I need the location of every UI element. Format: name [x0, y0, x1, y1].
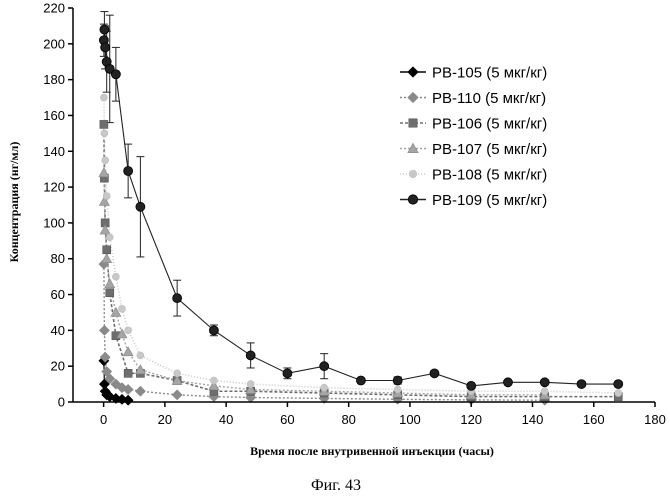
x-tick-label: 40: [219, 412, 233, 427]
series-6-point: [577, 380, 586, 389]
x-tick-label: 60: [280, 412, 294, 427]
series-4-point: [102, 254, 112, 263]
series-6-point: [100, 25, 109, 34]
series-6-point: [503, 378, 512, 387]
legend-swatch-marker: [409, 170, 416, 177]
legend-item-3: PB-106 (5 мкг/кг): [400, 116, 547, 133]
series-5-point: [102, 157, 109, 164]
legend-swatch-marker: [409, 119, 417, 127]
legend-item-1: PB-105 (5 мкг/кг): [400, 65, 547, 82]
series-6-point: [430, 369, 439, 378]
x-tick-label: 160: [583, 412, 605, 427]
y-tick-label: 40: [51, 323, 65, 338]
series-6-point: [173, 294, 182, 303]
series-5-point: [119, 305, 126, 312]
y-tick-label: 160: [43, 108, 65, 123]
legend-label: PB-107 (5 мкг/кг): [432, 141, 547, 158]
y-tick-label: 200: [43, 36, 65, 51]
series-6-point: [111, 70, 120, 79]
series-4-point: [123, 347, 133, 356]
legend-item-5: PB-108 (5 мкг/кг): [400, 167, 547, 184]
legend-label: PB-105 (5 мкг/кг): [432, 65, 547, 82]
series-5-point: [174, 370, 181, 377]
legend-item-4: PB-107 (5 мкг/кг): [400, 141, 547, 158]
legend: PB-105 (5 мкг/кг) PB-110 (5 мкг/кг) PB-106…: [400, 65, 547, 210]
series-5-point: [615, 390, 622, 397]
series-3-line: [104, 124, 618, 396]
axes: 0 20 40 60 80 100 120 140 160 180 200 220 0 20 40 60 80…: [43, 1, 666, 428]
series-5-point: [210, 377, 217, 384]
series-5-point: [125, 327, 132, 334]
series-6-point: [283, 369, 292, 378]
series-5-point: [100, 94, 107, 101]
x-tick-label: 120: [460, 412, 482, 427]
x-tick-label: 140: [522, 412, 544, 427]
y-tick-label: 220: [43, 1, 65, 16]
series-3-point: [124, 369, 132, 377]
y-tick-label: 140: [43, 144, 65, 159]
legend-swatch-marker: [408, 195, 417, 204]
pk-chart: 0 20 40 60 80 100 120 140 160 180 200 220 0 20 40 60 80…: [0, 0, 670, 500]
series-5-point: [112, 273, 119, 280]
series-6-point: [393, 376, 402, 385]
plot-markers: [99, 25, 623, 405]
series-5-point: [247, 381, 254, 388]
series-6-point: [246, 351, 255, 360]
series-6-point: [540, 378, 549, 387]
series-6-point: [467, 381, 476, 390]
x-tick-label: 80: [341, 412, 355, 427]
series-2-point: [172, 390, 182, 400]
series-4-point: [99, 168, 109, 177]
legend-swatch-marker: [408, 92, 418, 102]
series-5-point: [101, 130, 108, 137]
series-4-point: [105, 279, 115, 288]
series-5-point: [103, 193, 110, 200]
series-2-point: [135, 386, 145, 396]
x-tick-label: 20: [158, 412, 172, 427]
series-2-line: [104, 264, 545, 400]
x-tick-label: 0: [100, 412, 107, 427]
legend-label: PB-110 (5 мкг/кг): [432, 90, 546, 107]
y-tick-label: 120: [43, 180, 65, 195]
x-ticks: 0 20 40 60 80 100 120 140 160 180: [100, 402, 666, 427]
legend-item-2: PB-110 (5 мкг/кг): [400, 90, 546, 107]
legend-swatch-marker: [408, 67, 418, 77]
series-6-point: [209, 326, 218, 335]
legend-label: PB-109 (5 мкг/кг): [432, 192, 547, 209]
y-ticks: 0 20 40 60 80 100 120 140 160 180 200 220: [43, 1, 73, 410]
series-6-point: [614, 380, 623, 389]
series-6-point: [136, 202, 145, 211]
y-axis-title: Концентрация (нг/мл): [7, 142, 21, 263]
series-2-point: [99, 325, 109, 335]
figure-caption: Фиг. 43: [311, 477, 361, 494]
series-5-point: [541, 388, 548, 395]
series-3-point: [100, 120, 108, 128]
y-tick-label: 100: [43, 215, 65, 230]
legend-label: PB-108 (5 мкг/кг): [432, 167, 547, 184]
series-6-point: [356, 376, 365, 385]
series-6-point: [320, 362, 329, 371]
series-6-point: [101, 43, 110, 52]
series-5-point: [106, 234, 113, 241]
x-tick-label: 180: [644, 412, 666, 427]
y-tick-label: 0: [58, 395, 65, 410]
series-6-point: [124, 166, 133, 175]
series-5-point: [137, 352, 144, 359]
y-tick-label: 180: [43, 72, 65, 87]
series-5-point: [321, 384, 328, 391]
x-tick-label: 100: [399, 412, 421, 427]
series-3-point: [103, 246, 111, 254]
legend-label: PB-106 (5 мкг/кг): [432, 116, 547, 133]
x-axis-title: Время после внутривенной инъекции (часы): [250, 444, 494, 458]
series-3-point: [106, 289, 114, 297]
y-tick-label: 60: [51, 287, 65, 302]
y-tick-label: 20: [51, 359, 65, 374]
legend-item-6: PB-109 (5 мкг/кг): [400, 192, 547, 209]
series-5-point: [394, 386, 401, 393]
y-tick-label: 80: [51, 251, 65, 266]
